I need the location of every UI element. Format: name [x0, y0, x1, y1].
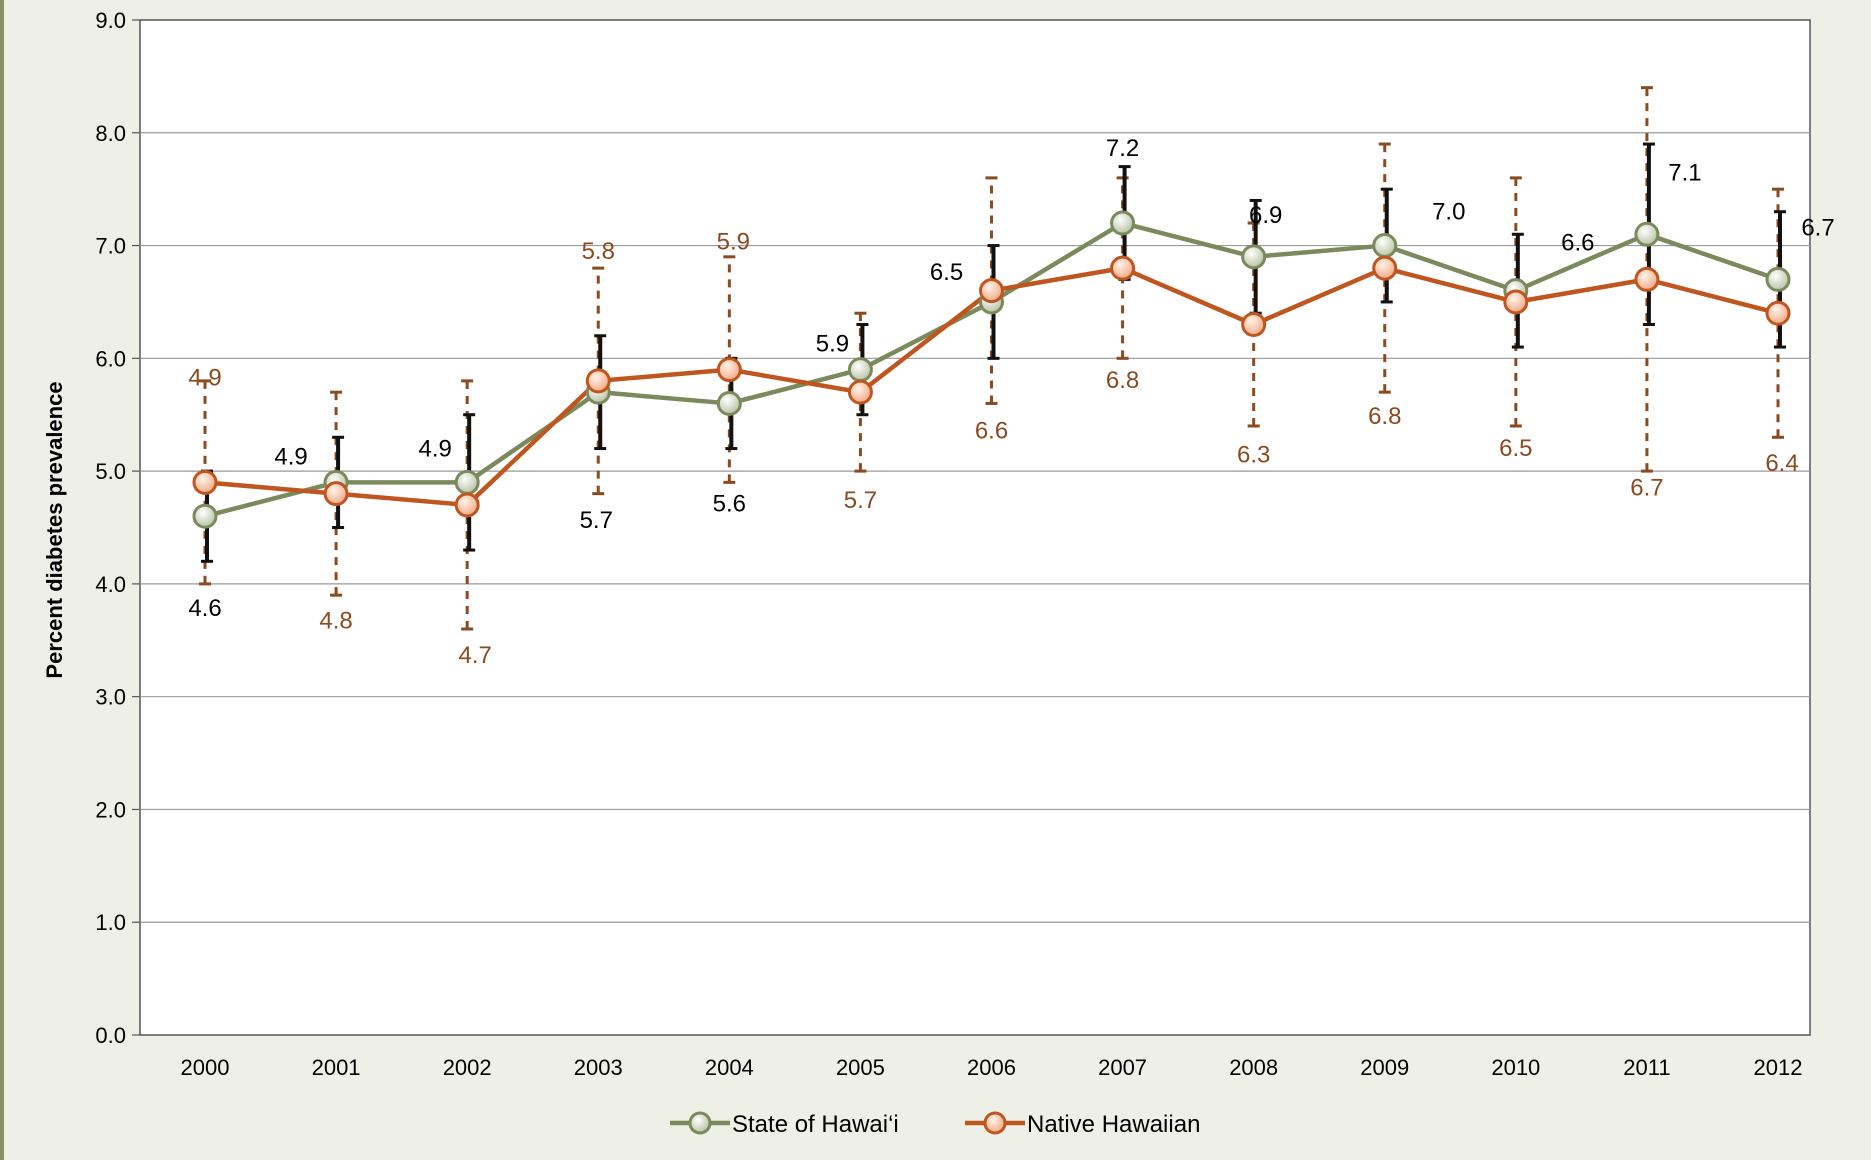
- native-hawaiian-data-label: 5.7: [844, 487, 877, 514]
- native-hawaiian-point: [1503, 289, 1529, 315]
- x-tick-label: 2001: [312, 1055, 361, 1080]
- native-hawaiian-point: [716, 357, 742, 383]
- y-tick-label: 7.0: [95, 234, 126, 259]
- native-hawaiian-point: [1241, 312, 1267, 337]
- x-tick-label: 2008: [1229, 1055, 1278, 1080]
- y-tick-label: 4.0: [95, 572, 126, 597]
- state-of-hawaii-data-label: 4.6: [188, 595, 221, 622]
- native-hawaiian-data-label: 6.7: [1630, 474, 1663, 501]
- x-tick-label: 2000: [181, 1055, 230, 1080]
- x-tick-label: 2012: [1754, 1055, 1803, 1080]
- native-hawaiian-data-label: 5.9: [717, 229, 750, 256]
- state-of-hawaii-data-label: 5.6: [713, 490, 746, 517]
- x-tick-label: 2005: [836, 1055, 885, 1080]
- y-axis-label: Percent diabetes prevalence: [42, 381, 67, 678]
- native-hawaiian-data-label: 6.4: [1765, 450, 1798, 477]
- legend-label-native-hawaiian: Native Hawaiian: [1027, 1111, 1200, 1138]
- native-hawaiian-point: [847, 379, 873, 405]
- native-hawaiian-data-label: 6.3: [1237, 442, 1270, 469]
- state-of-hawaii-point: [454, 469, 480, 495]
- x-tick-label: 2009: [1360, 1055, 1409, 1080]
- x-tick-label: 2010: [1491, 1055, 1540, 1080]
- state-of-hawaii-point: [716, 390, 742, 416]
- y-tick-label: 9.0: [95, 8, 126, 33]
- native-hawaiian-point: [192, 469, 218, 495]
- y-tick-label: 5.0: [95, 459, 126, 484]
- native-hawaiian-point: [323, 481, 349, 507]
- state-of-hawaii-point: [1634, 221, 1660, 247]
- legend-label-state-of-hawaii: State of Hawai‘i: [732, 1111, 899, 1138]
- x-tick-label: 2007: [1098, 1055, 1147, 1080]
- state-of-hawaii-data-label: 4.9: [274, 443, 307, 470]
- y-axis-ticks: 0.0 1.0 2.0 3.0 4.0 5.0 6.0 7.0 8.0 9.0: [95, 8, 140, 1048]
- y-tick-label: 3.0: [95, 685, 126, 710]
- native-hawaiian-data-label: 6.5: [1499, 435, 1532, 462]
- state-of-hawaii-data-label: 5.7: [580, 507, 613, 534]
- native-hawaiian-point: [1634, 266, 1660, 292]
- x-tick-label: 2002: [443, 1055, 492, 1080]
- x-tick-label: 2003: [574, 1055, 623, 1080]
- native-hawaiian-point: [585, 368, 611, 394]
- gridlines: [140, 132, 1810, 923]
- native-hawaiian-point: [454, 492, 480, 518]
- legend-marker: [983, 1111, 1007, 1135]
- y-tick-label: 6.0: [95, 346, 126, 371]
- native-hawaiian-data-label: 5.8: [582, 238, 615, 265]
- native-hawaiian-point: [1372, 255, 1398, 281]
- native-hawaiian-point: [1765, 300, 1791, 326]
- x-tick-label: 2004: [705, 1055, 754, 1080]
- state-of-hawaii-data-label: 6.7: [1801, 214, 1834, 241]
- x-tick-label: 2006: [967, 1055, 1016, 1080]
- state-of-hawaii-point: [1372, 233, 1398, 259]
- state-of-hawaii-point: [192, 503, 218, 529]
- legend: State of Hawai‘i Native Hawaiian: [670, 1111, 1200, 1138]
- state-of-hawaii-point: [1241, 244, 1267, 270]
- y-tick-label: 0.0: [95, 1023, 126, 1048]
- plot-area: [139, 19, 1811, 1036]
- state-of-hawaii-data-label: 7.2: [1106, 135, 1139, 162]
- native-hawaiian-data-label: 6.8: [1106, 367, 1139, 394]
- state-of-hawaii-data-label: 7.1: [1668, 159, 1701, 186]
- native-hawaiian-data-label: 6.8: [1368, 403, 1401, 430]
- native-hawaiian-data-label: 4.8: [319, 608, 352, 635]
- native-hawaiian-data-label: 6.6: [975, 418, 1008, 445]
- y-tick-label: 8.0: [95, 121, 126, 146]
- series-points: [192, 210, 1791, 529]
- y-tick-label: 2.0: [95, 797, 126, 822]
- state-of-hawaii-point: [1765, 266, 1791, 292]
- state-of-hawaii-data-label: 7.0: [1432, 199, 1465, 226]
- data-labels: 4.6 4.9 4.9 5.7 5.6 5.9 6.5 7.2 6.9 7.0 6.6 7.1 6.7 4…: [188, 135, 1834, 669]
- state-of-hawaii-point: [847, 357, 873, 383]
- y-tick-label: 1.0: [95, 910, 126, 935]
- native-hawaiian-data-label: 4.9: [188, 364, 221, 391]
- state-of-hawaii-data-label: 5.9: [816, 331, 849, 358]
- legend-marker: [688, 1111, 712, 1135]
- native-hawaiian-point: [1110, 255, 1136, 281]
- state-of-hawaii-data-label: 6.5: [930, 259, 963, 286]
- native-hawaiian-data-label: 4.7: [458, 642, 491, 669]
- x-axis-ticks: 2000 2001 2002 2003 2004 2005 2006 2007 2008 2009…: [181, 1055, 1803, 1080]
- state-of-hawaii-data-label: 6.6: [1561, 230, 1594, 257]
- state-of-hawaii-data-label: 6.9: [1249, 202, 1282, 229]
- native-hawaiian-point: [979, 278, 1004, 304]
- state-of-hawaii-data-label: 4.9: [418, 435, 451, 462]
- x-tick-label: 2011: [1623, 1055, 1670, 1080]
- state-of-hawaii-point: [1110, 210, 1136, 236]
